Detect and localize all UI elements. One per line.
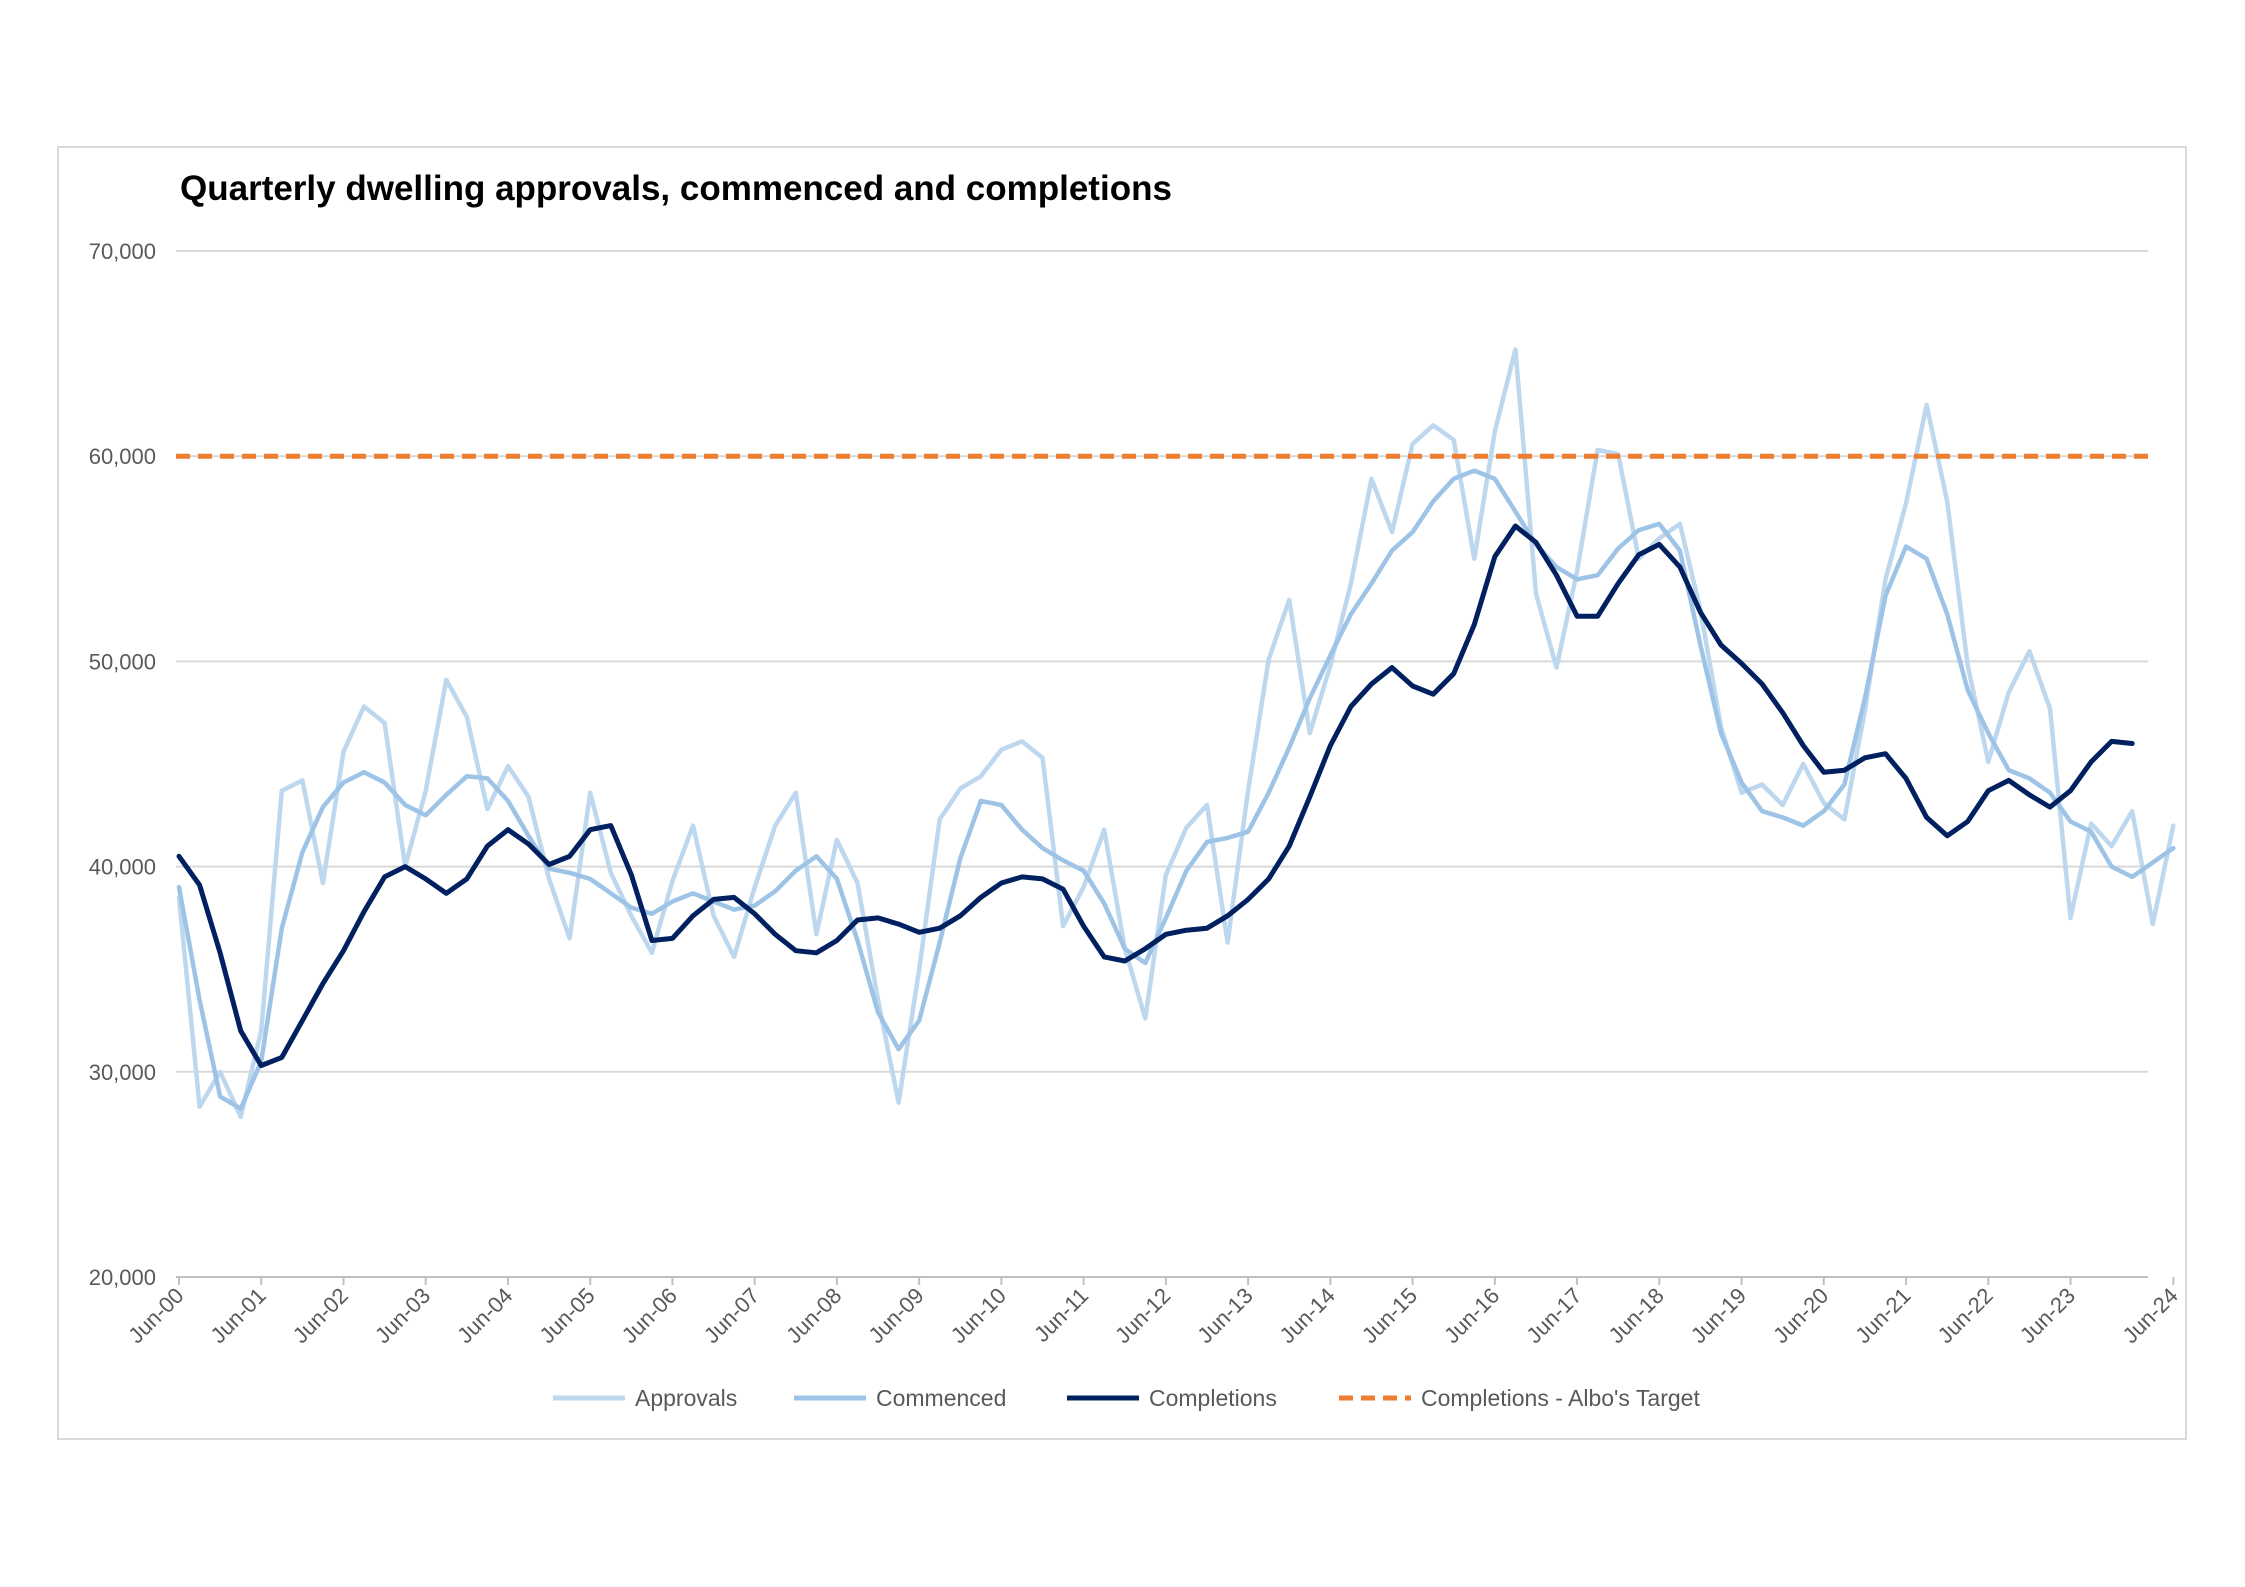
x-tick-label: Jun-11 <box>1029 1283 1093 1347</box>
x-tick-label: Jun-17 <box>1521 1283 1586 1348</box>
y-tick-label: 60,000 <box>89 444 156 469</box>
x-tick-label: Jun-06 <box>617 1283 682 1348</box>
legend-label: Approvals <box>635 1385 737 1411</box>
x-tick-label: Jun-20 <box>1768 1283 1833 1348</box>
x-tick-label: Jun-03 <box>370 1283 435 1348</box>
x-tick-label: Jun-09 <box>863 1283 928 1348</box>
series-line-commenced <box>176 468 2176 1111</box>
x-tick-label: Jun-24 <box>2118 1283 2183 1348</box>
chart-title: Quarterly dwelling approvals, commenced … <box>180 169 1172 208</box>
series-line-approvals <box>176 347 2176 1120</box>
y-tick-label: 20,000 <box>89 1265 156 1290</box>
y-tick-label: 30,000 <box>89 1060 156 1085</box>
x-tick-label: Jun-02 <box>288 1283 353 1348</box>
x-tick-label: Jun-16 <box>1439 1283 1504 1348</box>
legend-label: Completions - Albo's Target <box>1421 1385 1700 1411</box>
x-tick-label: Jun-23 <box>2015 1283 2080 1348</box>
x-tick-label: Jun-04 <box>452 1283 517 1348</box>
x-tick-label: Jun-12 <box>1110 1283 1175 1348</box>
x-axis-labels: Jun-00 Jun-01 Jun-02 Jun-03 Jun-04 Jun-05 Jun-… <box>123 1283 2183 1348</box>
x-tick-label: Jun-00 <box>123 1283 188 1348</box>
legend-label: Completions <box>1149 1385 1277 1411</box>
legend: Approvals Commenced Completions Completions… <box>553 1385 1700 1411</box>
x-tick-label: Jun-22 <box>1933 1283 1998 1348</box>
gridlines <box>176 250 2148 1073</box>
x-tick-label: Jun-21 <box>1850 1283 1915 1348</box>
y-tick-label: 70,000 <box>89 239 156 264</box>
x-tick-label: Jun-14 <box>1275 1283 1340 1348</box>
legend-label: Commenced <box>876 1385 1006 1411</box>
x-tick-label: Jun-15 <box>1357 1283 1422 1348</box>
x-tick-label: Jun-01 <box>206 1283 271 1348</box>
x-axis <box>176 1276 2175 1285</box>
y-axis: 20,000 30,000 40,000 50,000 60,000 70,000 <box>89 239 156 1290</box>
x-tick-label: Jun-13 <box>1192 1283 1257 1348</box>
x-tick-label: Jun-05 <box>534 1283 599 1348</box>
x-tick-label: Jun-18 <box>1604 1283 1669 1348</box>
plot-series <box>176 347 2176 1120</box>
y-tick-label: 50,000 <box>89 649 156 674</box>
x-tick-label: Jun-19 <box>1686 1283 1751 1348</box>
chart-area: Quarterly dwelling approvals, commenced … <box>57 146 2187 1440</box>
y-tick-label: 40,000 <box>89 855 156 880</box>
x-tick-label: Jun-08 <box>781 1283 846 1348</box>
x-tick-label: Jun-10 <box>946 1283 1011 1348</box>
series-line-completions <box>176 523 2135 1069</box>
x-tick-label: Jun-07 <box>699 1283 764 1348</box>
chart-canvas: Quarterly dwelling approvals, commenced … <box>89 169 2183 1411</box>
